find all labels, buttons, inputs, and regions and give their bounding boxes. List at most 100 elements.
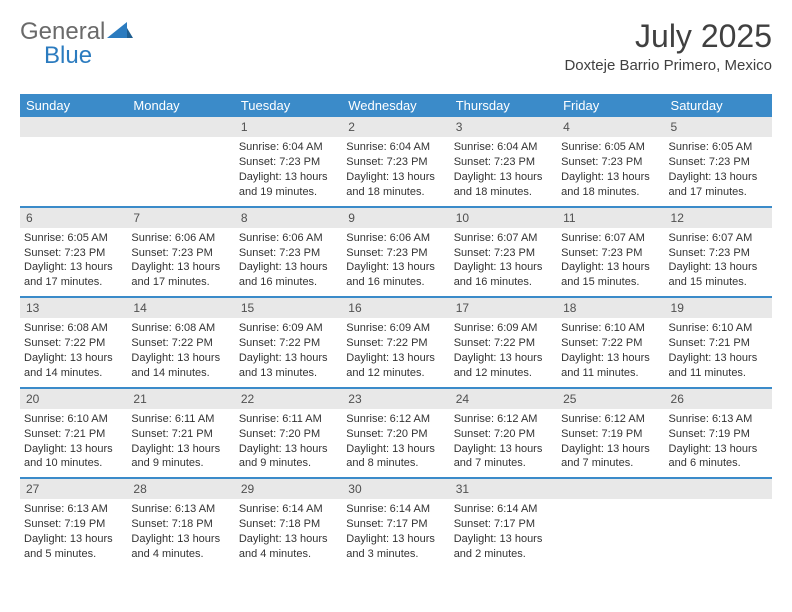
dayhead-row: SundayMondayTuesdayWednesdayThursdayFrid… xyxy=(20,94,772,117)
sunrise-line: Sunrise: 6:04 AM xyxy=(454,140,553,155)
day-body xyxy=(557,499,664,559)
daylight-line: Daylight: 13 hours and 4 minutes. xyxy=(131,532,230,562)
dayhead-wednesday: Wednesday xyxy=(342,94,449,117)
day-number: 10 xyxy=(450,208,557,228)
day-number: 23 xyxy=(342,389,449,409)
day-number: 24 xyxy=(450,389,557,409)
daylight-line: Daylight: 13 hours and 3 minutes. xyxy=(346,532,445,562)
sunrise-line: Sunrise: 6:14 AM xyxy=(454,502,553,517)
sunrise-line: Sunrise: 6:11 AM xyxy=(131,412,230,427)
sunrise-line: Sunrise: 6:09 AM xyxy=(454,321,553,336)
day-cell: 10Sunrise: 6:07 AMSunset: 7:23 PMDayligh… xyxy=(450,208,557,297)
calendar: SundayMondayTuesdayWednesdayThursdayFrid… xyxy=(20,94,772,568)
sunset-line: Sunset: 7:23 PM xyxy=(454,246,553,261)
dayhead-monday: Monday xyxy=(127,94,234,117)
week-row: 27Sunrise: 6:13 AMSunset: 7:19 PMDayligh… xyxy=(20,477,772,568)
day-body: Sunrise: 6:09 AMSunset: 7:22 PMDaylight:… xyxy=(235,318,342,386)
sunset-line: Sunset: 7:20 PM xyxy=(239,427,338,442)
day-body: Sunrise: 6:12 AMSunset: 7:19 PMDaylight:… xyxy=(557,409,664,477)
day-body: Sunrise: 6:05 AMSunset: 7:23 PMDaylight:… xyxy=(557,137,664,205)
daylight-line: Daylight: 13 hours and 9 minutes. xyxy=(131,442,230,472)
sunrise-line: Sunrise: 6:13 AM xyxy=(669,412,768,427)
sunrise-line: Sunrise: 6:04 AM xyxy=(346,140,445,155)
day-number: 29 xyxy=(235,479,342,499)
sunrise-line: Sunrise: 6:09 AM xyxy=(239,321,338,336)
daylight-line: Daylight: 13 hours and 17 minutes. xyxy=(669,170,768,200)
sunrise-line: Sunrise: 6:07 AM xyxy=(561,231,660,246)
sunset-line: Sunset: 7:18 PM xyxy=(239,517,338,532)
daylight-line: Daylight: 13 hours and 9 minutes. xyxy=(239,442,338,472)
daylight-line: Daylight: 13 hours and 12 minutes. xyxy=(454,351,553,381)
sunset-line: Sunset: 7:23 PM xyxy=(239,155,338,170)
sunrise-line: Sunrise: 6:05 AM xyxy=(24,231,123,246)
day-cell: 20Sunrise: 6:10 AMSunset: 7:21 PMDayligh… xyxy=(20,389,127,478)
sunset-line: Sunset: 7:22 PM xyxy=(239,336,338,351)
day-cell: 17Sunrise: 6:09 AMSunset: 7:22 PMDayligh… xyxy=(450,298,557,387)
daylight-line: Daylight: 13 hours and 13 minutes. xyxy=(239,351,338,381)
day-body: Sunrise: 6:08 AMSunset: 7:22 PMDaylight:… xyxy=(127,318,234,386)
week-row: 6Sunrise: 6:05 AMSunset: 7:23 PMDaylight… xyxy=(20,206,772,297)
daylight-line: Daylight: 13 hours and 14 minutes. xyxy=(24,351,123,381)
day-body: Sunrise: 6:04 AMSunset: 7:23 PMDaylight:… xyxy=(235,137,342,205)
sunset-line: Sunset: 7:23 PM xyxy=(561,155,660,170)
sunrise-line: Sunrise: 6:06 AM xyxy=(239,231,338,246)
day-cell: 26Sunrise: 6:13 AMSunset: 7:19 PMDayligh… xyxy=(665,389,772,478)
day-body: Sunrise: 6:10 AMSunset: 7:22 PMDaylight:… xyxy=(557,318,664,386)
sunset-line: Sunset: 7:22 PM xyxy=(131,336,230,351)
dayhead-thursday: Thursday xyxy=(450,94,557,117)
day-body: Sunrise: 6:07 AMSunset: 7:23 PMDaylight:… xyxy=(557,228,664,296)
day-body: Sunrise: 6:04 AMSunset: 7:23 PMDaylight:… xyxy=(342,137,449,205)
daylight-line: Daylight: 13 hours and 6 minutes. xyxy=(669,442,768,472)
day-cell: 24Sunrise: 6:12 AMSunset: 7:20 PMDayligh… xyxy=(450,389,557,478)
sunset-line: Sunset: 7:23 PM xyxy=(669,155,768,170)
day-number: 11 xyxy=(557,208,664,228)
day-number xyxy=(20,117,127,137)
sunrise-line: Sunrise: 6:09 AM xyxy=(346,321,445,336)
day-number: 27 xyxy=(20,479,127,499)
day-body: Sunrise: 6:13 AMSunset: 7:19 PMDaylight:… xyxy=(20,499,127,567)
day-cell: 23Sunrise: 6:12 AMSunset: 7:20 PMDayligh… xyxy=(342,389,449,478)
daylight-line: Daylight: 13 hours and 7 minutes. xyxy=(561,442,660,472)
sunrise-line: Sunrise: 6:06 AM xyxy=(346,231,445,246)
day-cell: 1Sunrise: 6:04 AMSunset: 7:23 PMDaylight… xyxy=(235,117,342,206)
sunset-line: Sunset: 7:23 PM xyxy=(131,246,230,261)
sunrise-line: Sunrise: 6:13 AM xyxy=(24,502,123,517)
sunset-line: Sunset: 7:23 PM xyxy=(239,246,338,261)
day-cell: 18Sunrise: 6:10 AMSunset: 7:22 PMDayligh… xyxy=(557,298,664,387)
day-cell: 29Sunrise: 6:14 AMSunset: 7:18 PMDayligh… xyxy=(235,479,342,568)
dayhead-saturday: Saturday xyxy=(665,94,772,117)
day-body: Sunrise: 6:14 AMSunset: 7:17 PMDaylight:… xyxy=(342,499,449,567)
daylight-line: Daylight: 13 hours and 16 minutes. xyxy=(239,260,338,290)
day-body xyxy=(127,137,234,197)
day-number: 9 xyxy=(342,208,449,228)
sunset-line: Sunset: 7:22 PM xyxy=(346,336,445,351)
daylight-line: Daylight: 13 hours and 18 minutes. xyxy=(454,170,553,200)
day-body: Sunrise: 6:06 AMSunset: 7:23 PMDaylight:… xyxy=(235,228,342,296)
day-cell: 2Sunrise: 6:04 AMSunset: 7:23 PMDaylight… xyxy=(342,117,449,206)
sunset-line: Sunset: 7:22 PM xyxy=(561,336,660,351)
day-number: 4 xyxy=(557,117,664,137)
sunrise-line: Sunrise: 6:12 AM xyxy=(561,412,660,427)
sunrise-line: Sunrise: 6:14 AM xyxy=(239,502,338,517)
day-body: Sunrise: 6:10 AMSunset: 7:21 PMDaylight:… xyxy=(665,318,772,386)
dayhead-sunday: Sunday xyxy=(20,94,127,117)
daylight-line: Daylight: 13 hours and 18 minutes. xyxy=(346,170,445,200)
day-number: 25 xyxy=(557,389,664,409)
day-cell: 25Sunrise: 6:12 AMSunset: 7:19 PMDayligh… xyxy=(557,389,664,478)
day-body: Sunrise: 6:04 AMSunset: 7:23 PMDaylight:… xyxy=(450,137,557,205)
day-cell: 22Sunrise: 6:11 AMSunset: 7:20 PMDayligh… xyxy=(235,389,342,478)
day-body xyxy=(20,137,127,197)
day-cell: 12Sunrise: 6:07 AMSunset: 7:23 PMDayligh… xyxy=(665,208,772,297)
day-number: 18 xyxy=(557,298,664,318)
day-cell: 5Sunrise: 6:05 AMSunset: 7:23 PMDaylight… xyxy=(665,117,772,206)
sunrise-line: Sunrise: 6:04 AM xyxy=(239,140,338,155)
sunset-line: Sunset: 7:23 PM xyxy=(561,246,660,261)
dayhead-tuesday: Tuesday xyxy=(235,94,342,117)
sunset-line: Sunset: 7:21 PM xyxy=(24,427,123,442)
day-number: 13 xyxy=(20,298,127,318)
sunrise-line: Sunrise: 6:13 AM xyxy=(131,502,230,517)
day-body: Sunrise: 6:07 AMSunset: 7:23 PMDaylight:… xyxy=(665,228,772,296)
day-cell: 27Sunrise: 6:13 AMSunset: 7:19 PMDayligh… xyxy=(20,479,127,568)
day-cell: 14Sunrise: 6:08 AMSunset: 7:22 PMDayligh… xyxy=(127,298,234,387)
day-number: 7 xyxy=(127,208,234,228)
